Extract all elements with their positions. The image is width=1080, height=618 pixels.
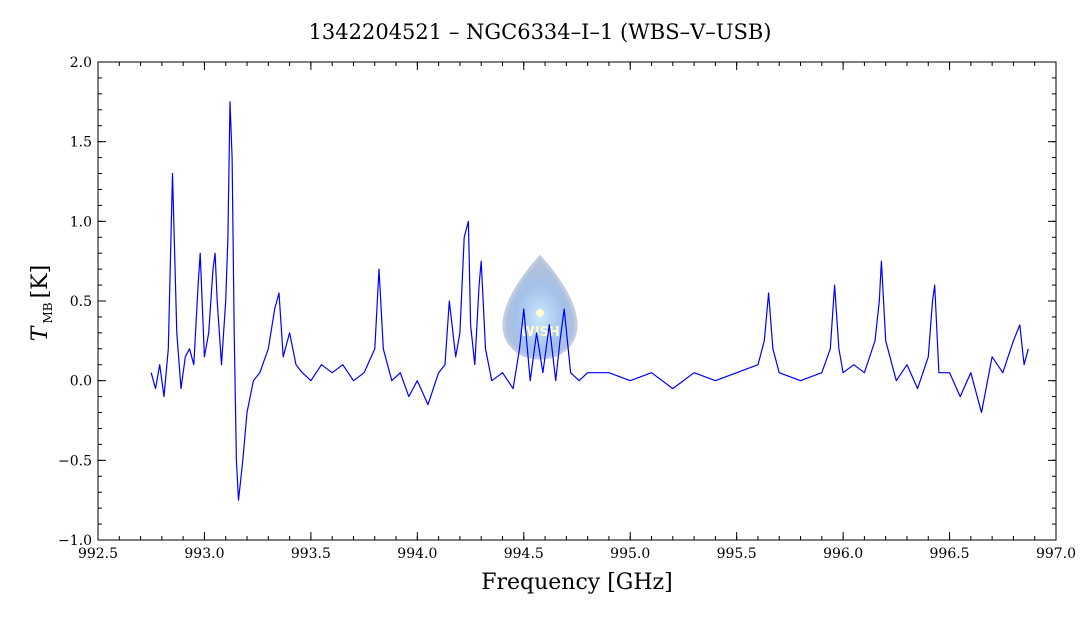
wish-logo-watermark: WISH xyxy=(502,254,578,360)
x-tick-label: 996.5 xyxy=(930,546,970,562)
y-axis-label-main: T xyxy=(28,324,53,341)
y-tick-label: −1.0 xyxy=(58,533,92,549)
x-tick-label: 993.5 xyxy=(291,546,331,562)
x-tick-label: 997.0 xyxy=(1036,546,1076,562)
x-tick-label: 994.5 xyxy=(504,546,544,562)
plot-area xyxy=(150,101,1029,501)
y-axis-label-unit: [K] xyxy=(28,265,53,299)
x-tick-label: 994.0 xyxy=(397,546,437,562)
x-tick-label: 993.0 xyxy=(184,546,224,562)
x-tick-label: 995.5 xyxy=(717,546,757,562)
y-tick-label: 0.0 xyxy=(70,374,92,390)
y-axis-label: TMB [K] xyxy=(28,265,55,341)
y-tick-label: 1.0 xyxy=(70,214,92,230)
wish-star-icon xyxy=(536,309,544,317)
plot-frame xyxy=(97,61,1057,541)
spectrum-series-line xyxy=(150,101,1029,501)
x-tick-label: 992.5 xyxy=(78,546,118,562)
x-tick-label: 995.0 xyxy=(610,546,650,562)
chart-title: 1342204521 – NGC6334–I–1 (WBS–V–USB) xyxy=(309,20,772,44)
y-tick-label: 0.5 xyxy=(70,294,92,310)
tick-labels: 992.5 993.0 993.5 994.0 994.5 995.0 995.5 996.0… xyxy=(58,55,1076,562)
y-tick-label: −0.5 xyxy=(58,453,92,469)
y-axis-label-sub: MB xyxy=(41,302,55,323)
y-tick-label: 2.0 xyxy=(70,55,92,71)
x-tick-label: 996.0 xyxy=(823,546,863,562)
x-axis-label: Frequency [GHz] xyxy=(481,570,673,595)
y-tick-label: 1.5 xyxy=(70,135,92,151)
wish-drop-icon xyxy=(502,254,578,360)
